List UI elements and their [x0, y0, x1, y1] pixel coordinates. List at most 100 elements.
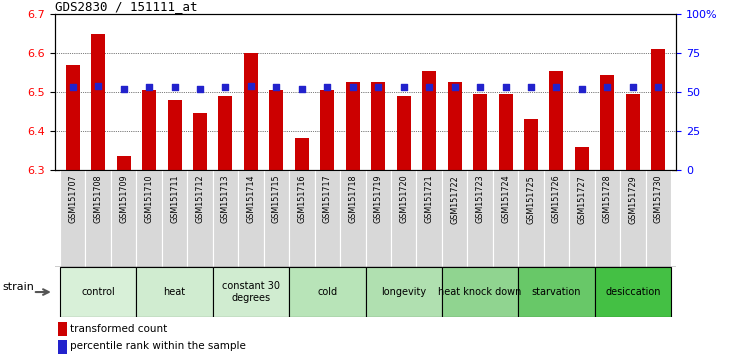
Bar [314, 170, 340, 267]
Text: GSM151720: GSM151720 [399, 175, 408, 223]
Bar [442, 267, 518, 317]
Text: GSM151717: GSM151717 [323, 175, 332, 223]
Text: transformed count: transformed count [70, 324, 167, 333]
Bar [397, 96, 411, 170]
Bar [111, 170, 136, 267]
Bar [442, 170, 467, 267]
Point [602, 85, 613, 90]
Bar [595, 170, 620, 267]
Bar [366, 267, 442, 317]
Bar [600, 75, 615, 170]
Bar [91, 34, 105, 170]
Bar [620, 170, 645, 267]
Bar [213, 267, 289, 317]
Text: GDS2830 / 151111_at: GDS2830 / 151111_at [55, 0, 197, 13]
Text: starvation: starvation [531, 287, 581, 297]
Point [219, 85, 231, 90]
Bar [66, 65, 80, 170]
Bar [493, 170, 518, 267]
Text: GSM151710: GSM151710 [145, 175, 154, 223]
Point [67, 85, 78, 90]
Point [525, 85, 537, 90]
Bar [518, 170, 544, 267]
Bar [238, 170, 264, 267]
Bar [575, 147, 589, 170]
Bar [346, 82, 360, 170]
Text: GSM151719: GSM151719 [374, 175, 383, 223]
Point [653, 85, 664, 90]
Bar [391, 170, 417, 267]
Bar [473, 94, 487, 170]
Text: GSM151708: GSM151708 [94, 175, 102, 223]
Bar [524, 119, 538, 170]
Bar [423, 71, 436, 170]
Text: GSM151727: GSM151727 [577, 175, 586, 223]
Bar [193, 113, 207, 170]
Point [423, 85, 435, 90]
Text: cold: cold [317, 287, 338, 297]
Text: GSM151723: GSM151723 [476, 175, 485, 223]
Text: GSM151716: GSM151716 [298, 175, 306, 223]
Bar [58, 340, 67, 354]
Text: GSM151707: GSM151707 [68, 175, 77, 223]
Text: GSM151726: GSM151726 [552, 175, 561, 223]
Bar [289, 267, 366, 317]
Bar [499, 94, 512, 170]
Text: GSM151712: GSM151712 [195, 175, 205, 223]
Bar [320, 90, 334, 170]
Bar [244, 53, 258, 170]
Bar [544, 170, 569, 267]
Text: desiccation: desiccation [605, 287, 661, 297]
Bar [340, 170, 366, 267]
Point [270, 85, 282, 90]
Text: GSM151730: GSM151730 [654, 175, 663, 223]
Bar [569, 170, 595, 267]
Point [322, 85, 333, 90]
Point [500, 85, 512, 90]
Text: strain: strain [3, 282, 34, 292]
Point [245, 83, 257, 88]
Text: heat knock down: heat knock down [439, 287, 522, 297]
Bar [289, 170, 314, 267]
Text: GSM151724: GSM151724 [501, 175, 510, 223]
Bar [86, 170, 111, 267]
Text: GSM151725: GSM151725 [526, 175, 536, 223]
Bar [213, 170, 238, 267]
Text: GSM151711: GSM151711 [170, 175, 179, 223]
Bar [467, 170, 493, 267]
Bar [162, 170, 187, 267]
Point [118, 86, 129, 92]
Bar [447, 82, 462, 170]
Point [474, 85, 486, 90]
Point [449, 85, 461, 90]
Bar [269, 90, 284, 170]
Bar [142, 90, 156, 170]
Text: percentile rank within the sample: percentile rank within the sample [70, 341, 246, 351]
Text: GSM151714: GSM151714 [246, 175, 255, 223]
Point [372, 85, 384, 90]
Text: GSM151721: GSM151721 [425, 175, 433, 223]
Bar [58, 322, 67, 336]
Bar [595, 267, 671, 317]
Bar [417, 170, 442, 267]
Bar [219, 96, 232, 170]
Text: longevity: longevity [381, 287, 426, 297]
Text: GSM151713: GSM151713 [221, 175, 230, 223]
Point [194, 86, 206, 92]
Bar [60, 170, 86, 267]
Bar [167, 100, 181, 170]
Point [550, 85, 562, 90]
Bar [518, 267, 595, 317]
Bar [136, 267, 213, 317]
Point [576, 86, 588, 92]
Bar [187, 170, 213, 267]
Bar [264, 170, 289, 267]
Bar [371, 82, 385, 170]
Bar [645, 170, 671, 267]
Bar [550, 71, 564, 170]
Text: GSM151722: GSM151722 [450, 175, 459, 223]
Bar [136, 170, 162, 267]
Text: GSM151728: GSM151728 [603, 175, 612, 223]
Text: constant 30
degrees: constant 30 degrees [222, 281, 280, 303]
Bar [366, 170, 391, 267]
